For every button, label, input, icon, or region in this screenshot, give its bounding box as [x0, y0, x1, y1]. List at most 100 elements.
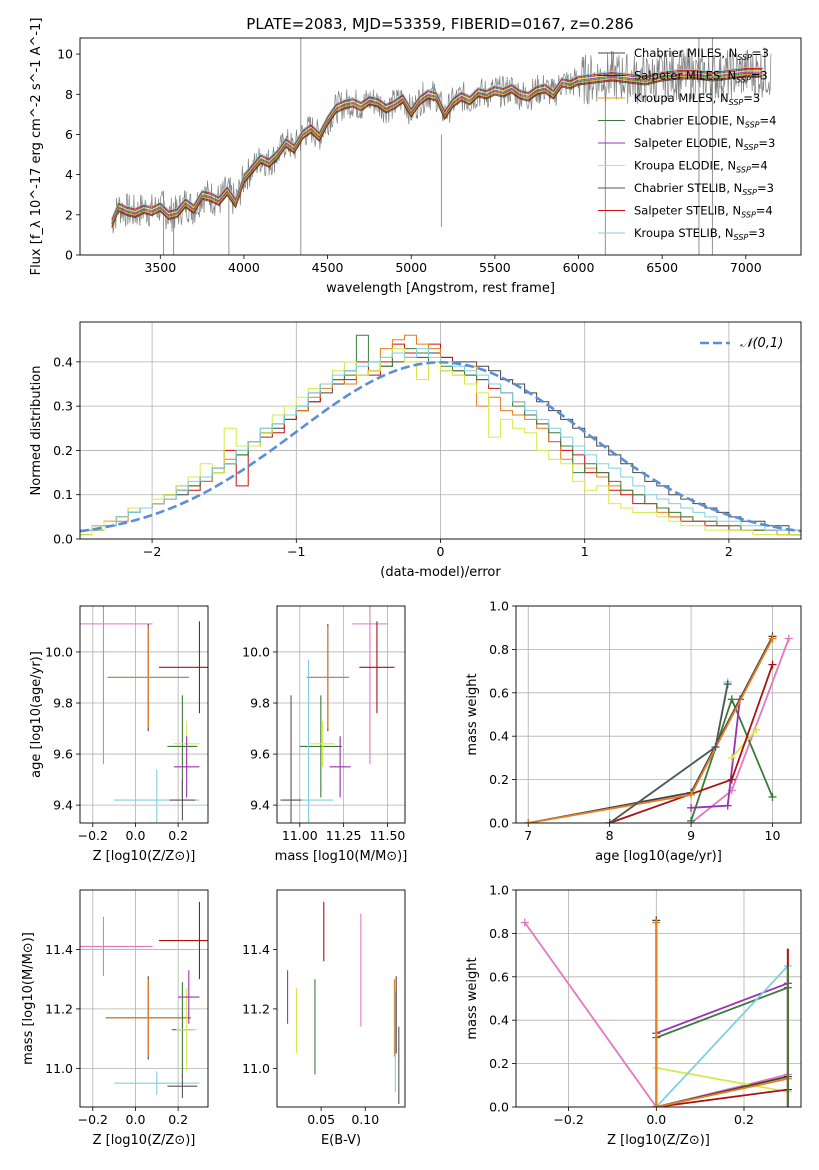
x-tick-label: −2: [143, 544, 161, 559]
x-tick-label: 7: [524, 828, 532, 843]
y-tick-label: 9.6: [53, 747, 73, 762]
y-tick-label: 9.8: [53, 696, 73, 711]
y-tick-label: 0.6: [489, 969, 509, 984]
x-axis-label: Z [log10(Z/Z⊙)]: [93, 849, 196, 864]
y-tick-label: 10: [57, 47, 73, 62]
grid-age-vs-Z: [80, 606, 208, 823]
errorbar: [176, 988, 198, 1072]
x-tick-label: 0.05: [307, 1112, 335, 1127]
errorbar: [158, 901, 208, 980]
errorbar: [167, 1074, 198, 1099]
legend-label: Salpeter ELODIE, NSSP=3: [634, 136, 775, 152]
errorbar: [306, 626, 349, 729]
legend-label: Chabrier MILES, NSSP=3: [634, 46, 769, 62]
mass-weight-point: [524, 819, 533, 823]
y-axis-label: mass [log10(M/M⊙)]: [21, 932, 36, 1065]
panel-age-vs-Z: −0.2 0.0 0.2 9.4 9.6 9.8 10.0 Z [log10(Z/Z⊙)] ag…: [29, 605, 209, 864]
x-tick-label: 0.10: [351, 1112, 379, 1127]
errorbar: [80, 916, 153, 977]
mass-weight-point: [605, 819, 614, 823]
mass-weight-line: [690, 638, 790, 823]
grid-mass-vs-Z: [80, 890, 208, 1107]
grid-mass-weight-vs-age: [516, 605, 801, 824]
mass-weight-point: [687, 790, 696, 799]
x-tick-label: 5500: [479, 260, 511, 275]
model-line: [111, 71, 763, 224]
y-tick-label: 0.1: [53, 487, 73, 502]
plot-area-mass-weight-vs-age: [524, 632, 793, 823]
x-tick-label: 4500: [312, 260, 344, 275]
panel-age-vs-mass: 11.00 11.25 11.50 9.4 9.6 9.8 10.0 mass [log10(…: [242, 605, 408, 864]
mass-weight-line: [656, 1088, 788, 1107]
x-tick-label: 2: [725, 544, 733, 559]
y-axis-label: mass weight: [465, 957, 480, 1039]
panel-mass-vs-EBV: 0.05 0.10 11.0 11.2 11.4 E(B-V): [242, 889, 406, 1148]
model-line: [111, 69, 763, 221]
legend-label: Kroupa MILES, NSSP=3: [634, 91, 760, 107]
y-tick-label: 0.6: [489, 685, 509, 700]
y-axis-label: age [log10(age/yr)]: [29, 651, 44, 778]
y-tick-label: 4: [65, 167, 73, 182]
legend-label: Chabrier STELIB, NSSP=3: [634, 181, 774, 197]
errorbar: [107, 626, 189, 729]
x-tick-label: 5000: [395, 260, 427, 275]
x-axis-label: mass [log10(M/M⊙)]: [275, 849, 408, 864]
errorbar: [169, 779, 196, 821]
y-tick-label: 8: [65, 87, 73, 102]
legend-label: Kroupa STELIB, NSSP=3: [634, 226, 765, 242]
y-tick-label: 11.2: [45, 1001, 73, 1016]
y-tick-label: 10.0: [242, 644, 270, 659]
normal-curve: [80, 360, 801, 533]
errorbar: [173, 736, 200, 798]
model-line: [111, 66, 763, 219]
y-tick-label: 1.0: [489, 599, 509, 614]
y-tick-label: 11.0: [242, 1061, 270, 1076]
panel-mass-weight-vs-age: 7 8 9 10 0.0 0.2 0.4 0.6 0.8 1.0 age [log10(age/yr…: [465, 599, 802, 864]
y-tick-label: 0.2: [489, 1056, 509, 1071]
errorbar: [310, 720, 335, 767]
x-tick-label: 4000: [228, 260, 260, 275]
y-tick-label: 1.0: [489, 883, 509, 898]
mass-weight-line: [656, 1067, 788, 1093]
mass-weight-point: [520, 918, 529, 927]
x-tick-label: −0.2: [78, 828, 108, 843]
model-line: [111, 68, 763, 220]
y-tick-label: 0.4: [53, 354, 73, 369]
legend-spectrum: Chabrier MILES, NSSP=3 Salpeter MILES, NS…: [598, 46, 776, 242]
y-tick-label: 2: [65, 207, 73, 222]
mass-weight-point: [768, 792, 777, 801]
panel-residuals: −2 −1 0 1 2 0.0 0.1 0.2 0.3 0.4 (data-model)/error…: [29, 321, 802, 580]
mass-weight-point: [784, 634, 793, 643]
plot-area-mass-weight-vs-Z: [520, 916, 792, 1107]
x-tick-label: 8: [606, 828, 614, 843]
y-tick-label: 9.6: [250, 747, 270, 762]
y-tick-label: 0.3: [53, 399, 73, 414]
mass-weight-point: [768, 634, 777, 643]
x-axis-label: E(B-V): [321, 1133, 361, 1148]
x-axis-label: Z [log10(Z/Z⊙)]: [93, 1133, 196, 1148]
x-tick-label: 0.0: [126, 1112, 146, 1127]
y-tick-label: 0: [65, 248, 73, 263]
x-tick-label: −0.2: [553, 1112, 583, 1127]
legend-label: 𝒩(0,1): [740, 336, 783, 351]
grid-age-vs-mass: [277, 606, 405, 823]
panel-mass-vs-Z: −0.2 0.0 0.2 11.0 11.2 11.4 Z [log10(Z/Z⊙)] mas…: [21, 889, 209, 1148]
y-tick-label: 0.2: [489, 772, 509, 787]
x-axis-label: Z [log10(Z/Z⊙)]: [607, 1133, 710, 1148]
y-tick-label: 11.2: [242, 1001, 270, 1016]
y-tick-label: 0.8: [489, 642, 509, 657]
errorbar: [158, 621, 208, 714]
errorbar: [178, 970, 200, 1024]
x-tick-label: −0.2: [78, 1112, 108, 1127]
x-tick-label: 11.25: [326, 828, 362, 843]
axes-frame: [515, 605, 802, 824]
y-tick-label: 6: [65, 127, 73, 142]
axes-frame: [276, 605, 406, 824]
axes-frame: [79, 889, 209, 1108]
model-line: [111, 70, 763, 222]
errorbar: [299, 695, 342, 798]
mass-weight-point: [687, 803, 696, 812]
mass-weight-line: [655, 986, 789, 1039]
mass-weight-point: [768, 660, 777, 669]
figure-title: PLATE=2083, MJD=53359, FIBERID=0167, z=0…: [246, 15, 633, 33]
